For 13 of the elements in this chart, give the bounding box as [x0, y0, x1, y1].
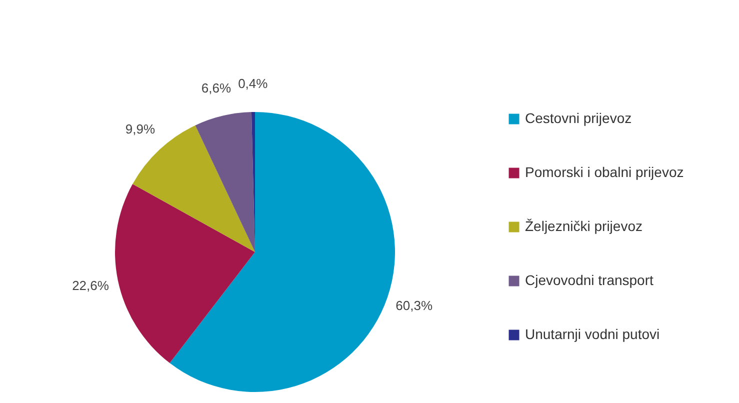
data-label: 6,6%: [201, 80, 232, 96]
legend-label: Pomorski i obalni prijevoz: [525, 164, 684, 180]
data-label: 22,6%: [72, 278, 110, 294]
data-label: 60,3%: [396, 298, 433, 314]
legend-label: Cjevovodni transport: [525, 272, 654, 288]
legend-label: Željeznički prijevoz: [525, 218, 642, 234]
legend-label: Unutarnji vodni putovi: [525, 326, 660, 342]
pie-slice: [115, 184, 255, 364]
data-label: 0,4%: [238, 76, 268, 92]
data-label: 9,9%: [125, 121, 156, 136]
pie-slice: [195, 112, 255, 252]
legend-label: Cestovni prijevoz: [525, 110, 632, 126]
pie-slice: [170, 112, 395, 392]
